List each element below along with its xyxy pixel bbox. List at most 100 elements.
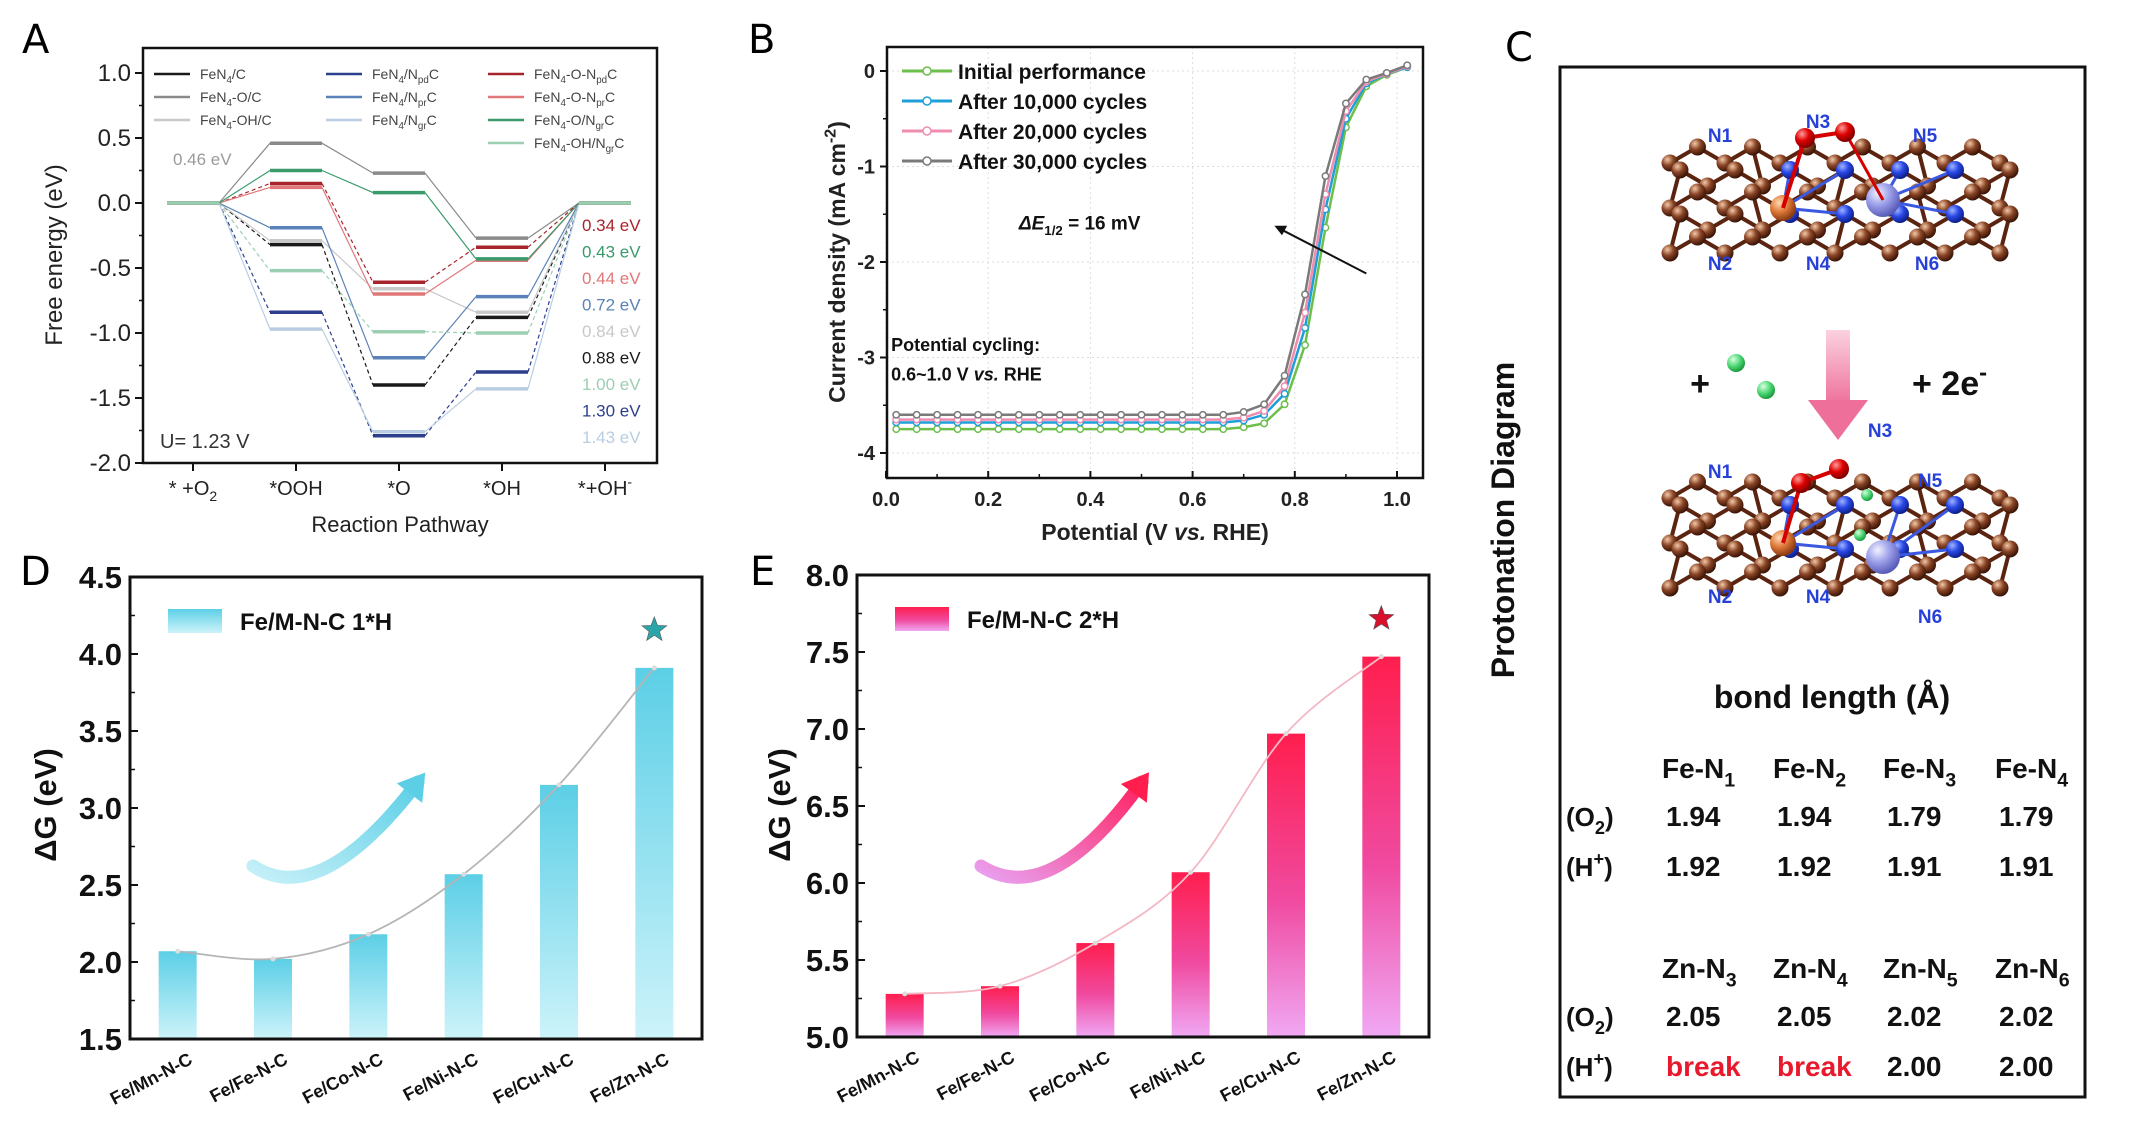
- text-run: After 20,000 cycles: [958, 121, 1147, 144]
- table-cell: 1.92: [1777, 851, 1832, 882]
- carbon-atom: [1909, 563, 1926, 581]
- legend-label: FeN4-O-NpdC: [534, 66, 617, 86]
- legend-marker: [922, 96, 932, 106]
- y-tick-label: 2.0: [79, 945, 122, 980]
- data-point: [892, 410, 901, 419]
- text-run: +: [1690, 365, 1710, 403]
- overpotential-label: 0.43 eV: [582, 243, 641, 262]
- x-tick-label: 0.2: [974, 489, 1002, 511]
- electron-count: + 2e-: [1912, 360, 1987, 403]
- atom-label: N5: [1913, 126, 1938, 147]
- text-run: gr: [418, 121, 427, 132]
- text-run: -2.0: [90, 450, 131, 477]
- data-point: [953, 425, 962, 434]
- text-run: N1: [1708, 462, 1733, 483]
- table-cell: 1.79: [1999, 801, 2054, 832]
- carbon-atom: [1671, 205, 1689, 223]
- carbon-atom: [1964, 563, 1981, 581]
- text-run: N5: [1918, 471, 1943, 492]
- level-connector: [218, 182, 271, 204]
- bar: [254, 958, 292, 1039]
- text-run: OOH: [277, 478, 323, 500]
- text-run: *: [169, 478, 177, 500]
- text-run: 1.0: [98, 60, 131, 87]
- text-run: Fe/Ni-N-C: [400, 1049, 482, 1105]
- carbon-atom: [1826, 244, 1844, 262]
- table-cell: 2.02: [1887, 1001, 1942, 1032]
- text-run: N2: [1708, 587, 1732, 608]
- data-point: [1198, 410, 1207, 419]
- text-run: N6: [1918, 607, 1942, 628]
- text-run: *: [269, 478, 277, 500]
- x-tick-label: *OOH: [269, 478, 322, 500]
- text-run: C: [429, 66, 439, 82]
- text-run: pr: [418, 98, 427, 109]
- panel-label-e: E: [750, 549, 776, 595]
- level-connector: [218, 202, 271, 229]
- y-tick-label: 0.5: [98, 125, 131, 152]
- text-run: N3: [1806, 112, 1830, 133]
- text-run: 0.8: [1281, 489, 1309, 511]
- text-run: 1.92: [1777, 851, 1832, 882]
- x-tick-label: Fe/Mn-N-C: [107, 1049, 196, 1109]
- nitrogen-atom: [1946, 161, 1964, 179]
- carbon-atom: [1964, 518, 1981, 536]
- level-connector: [424, 259, 477, 295]
- table-row-label: (O2): [1566, 1002, 1614, 1038]
- x-tick-label: *O: [387, 478, 410, 500]
- carbon-atom: [1826, 579, 1844, 597]
- x-tick-label: Fe/Ni-N-C: [400, 1049, 482, 1105]
- data-point: [994, 410, 1003, 419]
- text-run: -1.5: [90, 385, 131, 412]
- data-point: [1280, 389, 1289, 398]
- text-run: 4: [226, 98, 232, 109]
- text-run: FeN: [372, 112, 398, 128]
- carbon-atom: [1689, 473, 1706, 491]
- data-point: [1362, 75, 1371, 84]
- panel-a-chart: -2.0-1.5-1.0-0.50.00.51.0* +O2 *OOH *O *OH *…: [41, 46, 659, 537]
- y-tick-label: -2.0: [90, 450, 131, 477]
- table-cell: 1.91: [1999, 851, 2054, 882]
- nitrogen-atom: [1946, 205, 1964, 223]
- carbon-atom: [2001, 161, 2019, 179]
- text-run: C: [614, 135, 624, 151]
- panel-c-diagram: Protonation DiagramN1N2N3N4N5N6N1N2N3N4N…: [1485, 65, 2087, 1099]
- level-connector: [321, 187, 374, 295]
- text-run: 3.0: [79, 791, 122, 826]
- text-run: 2.02: [1887, 1001, 1942, 1032]
- text-run: 0.43 eV: [582, 243, 641, 262]
- text-run: 5: [1947, 969, 1958, 991]
- level-connector: [218, 202, 271, 313]
- text-run: 0.0: [872, 489, 900, 511]
- text-run: FeN: [200, 89, 226, 105]
- text-run: Initial performance: [958, 61, 1146, 84]
- data-point: [1280, 382, 1289, 391]
- trend-point: [461, 871, 467, 877]
- table-header: Zn-N5: [1883, 953, 1958, 991]
- legend-label: FeN4-OH/C: [200, 112, 272, 132]
- text-run: 1.0: [1383, 489, 1411, 511]
- plot-frame: [141, 46, 659, 465]
- carbon-atom: [1799, 563, 1816, 581]
- text-run: 1/2: [1044, 223, 1063, 238]
- data-point: [1260, 407, 1269, 415]
- text-run: 4: [398, 121, 404, 132]
- data-point: [1035, 410, 1044, 419]
- text-run: N2: [1708, 254, 1732, 275]
- y-tick-label: 6.0: [806, 866, 849, 901]
- text-run: = 16 mV: [1063, 214, 1141, 235]
- text-run: Zn-N: [1995, 953, 2059, 984]
- carbon-atom: [1661, 579, 1679, 597]
- zinc-atom: [1866, 540, 1900, 574]
- x-tick-label: Fe/Co-N-C: [299, 1049, 386, 1108]
- carbon-atom: [1744, 518, 1761, 536]
- trend-point: [902, 991, 908, 997]
- trend-arrowhead: [1120, 772, 1150, 803]
- carbon-atom: [1726, 496, 1744, 514]
- data-point: [1117, 410, 1126, 419]
- carbon-atom: [1964, 473, 1981, 491]
- hydrogen-atom: [1861, 489, 1873, 501]
- overpotential-label: 0.84 eV: [582, 322, 641, 341]
- text-run: +O: [177, 478, 210, 500]
- legend-label: Initial performance: [958, 61, 1146, 84]
